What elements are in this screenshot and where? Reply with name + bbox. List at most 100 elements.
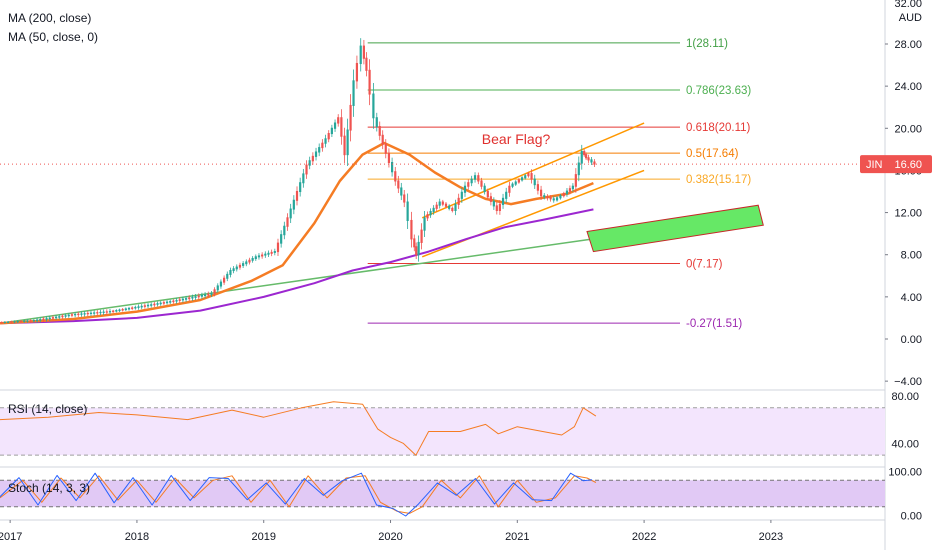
price-candle bbox=[530, 173, 533, 180]
price-candle bbox=[394, 171, 397, 182]
price-candle bbox=[197, 295, 200, 298]
price-series bbox=[0, 38, 885, 324]
price-candle bbox=[238, 264, 242, 268]
fib-level-label: 0.5(17.64) bbox=[686, 148, 739, 160]
price-candle bbox=[89, 312, 93, 314]
price-candle bbox=[454, 203, 457, 211]
bear-flag-annotation[interactable]: Bear Flag? bbox=[482, 131, 551, 147]
stoch-k-line bbox=[0, 472, 593, 517]
price-candle bbox=[495, 205, 498, 211]
price-candle bbox=[6, 321, 10, 323]
price-candle bbox=[70, 314, 74, 316]
price-candle bbox=[16, 320, 19, 323]
price-candle bbox=[121, 308, 124, 311]
target-box bbox=[586, 204, 764, 253]
price-candle bbox=[210, 293, 213, 295]
price-candle bbox=[318, 147, 321, 153]
price-axis-unit: AUD bbox=[899, 12, 922, 24]
price-candle bbox=[257, 255, 261, 258]
price-candle bbox=[536, 184, 540, 191]
ma50-line bbox=[0, 141, 594, 325]
price-candle bbox=[587, 157, 590, 161]
price-candle bbox=[286, 217, 289, 227]
price-candle bbox=[143, 305, 146, 307]
price-candle bbox=[96, 312, 99, 314]
price-candle bbox=[410, 219, 413, 240]
price-candle bbox=[267, 252, 270, 255]
price-candle bbox=[137, 306, 140, 308]
ma200-legend[interactable]: MA (200, close) bbox=[8, 11, 91, 25]
price-axis-top-label: 32.00 bbox=[894, 0, 922, 10]
price-candle bbox=[280, 234, 283, 244]
price-candle bbox=[508, 185, 511, 193]
rsi-axis-label: 40.00 bbox=[891, 438, 919, 450]
price-candle bbox=[172, 300, 175, 303]
price-candle bbox=[295, 190, 299, 201]
price-axis-label: 20.00 bbox=[894, 123, 922, 135]
price-candle bbox=[207, 293, 210, 296]
price-candle bbox=[492, 200, 495, 207]
price-candle bbox=[242, 263, 245, 266]
price-candle bbox=[115, 310, 118, 312]
price-candle bbox=[292, 199, 295, 210]
price-candle bbox=[359, 45, 362, 65]
price-candle bbox=[420, 229, 423, 243]
price-candle bbox=[213, 289, 216, 295]
price-candle bbox=[235, 266, 238, 270]
rsi-legend[interactable]: RSI (14, close) bbox=[8, 402, 87, 416]
price-candle bbox=[559, 195, 562, 199]
price-candle bbox=[372, 93, 375, 119]
price-candle bbox=[520, 177, 524, 181]
stoch-legend[interactable]: Stoch (14, 3, 3) bbox=[8, 481, 90, 495]
price-candle bbox=[483, 185, 486, 193]
price-candle bbox=[67, 314, 70, 317]
ma50-legend[interactable]: MA (50, close, 0) bbox=[8, 30, 98, 44]
price-candle bbox=[577, 162, 580, 176]
price-candle bbox=[178, 299, 181, 301]
price-candle bbox=[162, 302, 165, 304]
price-axis-label: 24.00 bbox=[894, 81, 922, 93]
price-candle bbox=[169, 301, 172, 303]
price-candle bbox=[23, 320, 26, 322]
price-candle bbox=[283, 225, 286, 236]
price-candle bbox=[3, 321, 6, 324]
price-candle bbox=[543, 195, 546, 198]
price-axis-label: 0.00 bbox=[901, 334, 922, 346]
price-candle bbox=[26, 320, 29, 322]
time-axis-label: 2021 bbox=[505, 531, 529, 543]
price-candle bbox=[308, 160, 311, 166]
price-candle bbox=[191, 296, 194, 299]
fib-level-label: 0.786(23.63) bbox=[686, 85, 751, 97]
price-candle bbox=[580, 150, 583, 164]
price-candle bbox=[159, 302, 162, 305]
price-candle bbox=[108, 311, 112, 313]
price-candle bbox=[352, 80, 355, 106]
price-candle bbox=[321, 142, 324, 149]
price-candle bbox=[397, 180, 400, 189]
fib-retracement[interactable]: 1(28.11) 0.786(23.63) 0.618(20.11) 0.5(17.6… bbox=[367, 38, 752, 330]
stoch-band bbox=[0, 480, 885, 507]
price-candle bbox=[99, 311, 102, 314]
price-candle bbox=[165, 301, 169, 304]
last-price-value: 16.60 bbox=[894, 159, 922, 171]
price-candle bbox=[289, 208, 292, 219]
price-candle bbox=[305, 164, 308, 175]
price-axis-label: 28.00 bbox=[894, 39, 922, 51]
price-candle bbox=[276, 242, 280, 253]
price-candle bbox=[245, 261, 248, 265]
time-axis-label: 2019 bbox=[251, 531, 275, 543]
price-candle bbox=[533, 178, 536, 186]
price-candle bbox=[378, 126, 381, 136]
price-candle bbox=[387, 152, 391, 164]
price-candle bbox=[463, 185, 467, 193]
price-candle bbox=[248, 259, 251, 263]
price-candle bbox=[264, 253, 267, 256]
indicator-lines bbox=[0, 401, 597, 517]
price-candle bbox=[593, 161, 596, 165]
price-candle bbox=[546, 196, 549, 199]
ma200-line bbox=[0, 208, 594, 325]
indicator-bands bbox=[0, 407, 885, 508]
